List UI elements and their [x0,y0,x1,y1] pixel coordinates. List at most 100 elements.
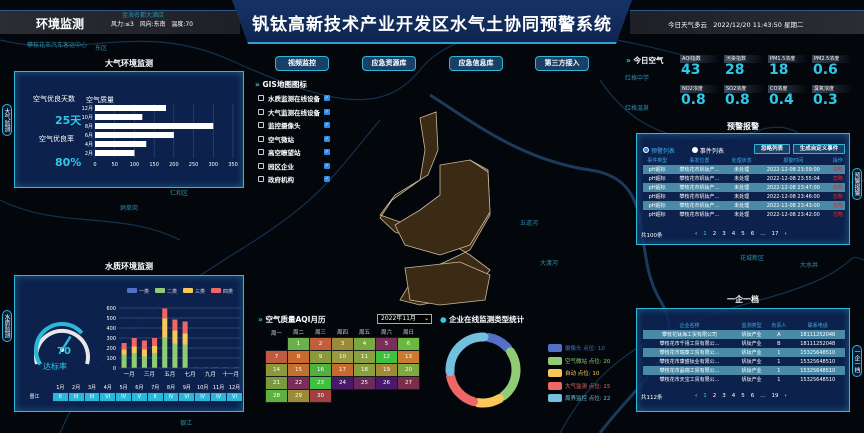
gis-layer-item[interactable]: 大气监测在线设备 ✓ [258,107,338,117]
table-row[interactable]: 攀枝花市千禧工贸有限公... 钒钛产业 B 18111252048 [643,339,845,348]
donut-title: ● 企业在线监测类型统计 [440,314,524,325]
create-event-button[interactable]: 生成自定义事件 [793,144,845,154]
table-row[interactable]: pH超标 攀枝花市钒钛产... 未处理 2022-12-08 23:55:04 忽略 [643,174,845,183]
calendar-day[interactable]: 27 [397,375,420,390]
tab-enterprise[interactable]: 一企一档 [852,345,862,377]
calendar-day[interactable]: 20 [397,362,420,377]
calendar-day[interactable]: 28 [265,388,288,403]
calendar-day[interactable]: 5 [375,336,398,351]
calendar-day[interactable]: 12 [375,349,398,364]
calendar-day[interactable]: 22 [287,375,310,390]
month-select[interactable]: 2022年11月 ⌄ [377,314,432,324]
page-button[interactable]: 1 [703,393,707,399]
page-button[interactable]: 5 [741,393,745,399]
checkbox-checked-icon[interactable]: ✓ [324,162,330,169]
calendar-day[interactable]: 15 [287,362,310,377]
page-button[interactable]: 3 [722,231,726,237]
gis-layer-item[interactable]: 监控摄像头 ✓ [258,120,338,130]
calendar-day[interactable]: 30 [309,388,332,403]
checkbox-checked-icon[interactable]: ✓ [324,176,330,182]
calendar-day[interactable]: 21 [265,375,288,390]
metric-value: 0.8 [725,92,750,108]
table-row[interactable]: pH超标 攀枝花市钒钛产... 未处理 2022-12-08 23:46:00 忽略 [643,192,845,201]
ignore-list-button[interactable]: 忽略列表 [754,144,790,154]
page-button[interactable]: ... [760,231,766,237]
ignore-action-link[interactable]: 忽略 [830,183,845,192]
page-button[interactable]: 6 [750,231,755,237]
calendar-day[interactable]: 17 [331,362,354,377]
table-row[interactable]: pH超标 攀枝花市钒钛产... 未处理 2022-12-08 23:47:00 忽略 [643,183,845,192]
calendar-day[interactable]: 13 [397,349,420,364]
table-row[interactable]: 攀枝花钛海工贸有限公司 钒钛产业 A 18111252048 [643,330,845,339]
table-row[interactable]: 攀枝花市康盛钛业有限公... 钒钛产业 1 15325648510 [643,357,845,366]
page-button[interactable]: 2 [712,393,717,399]
calendar-day[interactable]: 4 [353,336,376,351]
calendar-day[interactable]: 3 [331,336,354,351]
calendar-day[interactable]: 23 [309,375,332,390]
nav-emergency-info[interactable]: 应急信息库 [449,56,503,71]
ignore-action-link[interactable]: 忽略 [832,212,843,218]
calendar-day[interactable]: 18 [353,362,376,377]
prev-page-button[interactable]: ‹ [695,231,698,237]
page-button[interactable]: ... [760,393,766,399]
table-row[interactable]: pH超标 攀枝花市钒钛产... 未处理 2022-12-08 23:59:00 忽略 [643,165,845,174]
page-button[interactable]: 4 [731,231,736,237]
calendar-day[interactable]: 8 [287,349,310,364]
checkbox-checked-icon[interactable]: ✓ [324,135,330,142]
ignore-action-link[interactable]: 忽略 [832,176,843,182]
calendar-day[interactable]: 25 [353,375,376,390]
page-button[interactable]: 19 [771,393,779,399]
table-row[interactable]: 攀枝花市天宝工贸有限公... 钒钛产业 1 15325648510 [643,375,845,384]
legend-item: 大气监测 点位: 15 [548,380,610,393]
ignore-action-link[interactable]: 忽略 [832,194,843,200]
table-row[interactable]: pH超标 攀枝花市钒钛产... 未处理 2022-12-08 23:42:00 忽略 [643,210,845,219]
calendar-day[interactable]: 10 [331,349,354,364]
page-button[interactable]: 3 [722,393,726,399]
gis-layer-item[interactable]: 政府机构 ✓ [258,174,338,184]
calendar-day[interactable]: 9 [309,349,332,364]
calendar-day[interactable]: 6 [397,336,420,351]
page-button[interactable]: 6 [750,393,755,399]
tab-water[interactable]: 水质监测 [2,310,12,342]
calendar-day[interactable]: 29 [287,388,310,403]
calendar-day[interactable]: 11 [353,349,376,364]
page-button[interactable]: 4 [731,393,736,399]
gis-layer-item[interactable]: 空气微站 ✓ [258,134,338,144]
donut-legend: 摄像头 点位: 10 空气微站 点位: 20 自动 点位: 10 大气监测 点位: 1… [548,342,610,405]
tab-alarm[interactable]: 预警报警 [852,168,862,200]
page-button[interactable]: 5 [741,231,745,237]
calendar-day[interactable]: 19 [375,362,398,377]
table-row[interactable]: pH超标 攀枝花市钒钛产... 未处理 2022-12-08 23:43:00 忽略 [643,201,845,210]
calendar-day[interactable]: 1 [287,336,310,351]
page-button[interactable]: 17 [771,231,779,237]
tab-air[interactable]: 大气监测 [2,104,12,136]
ignore-action-link[interactable]: 忽略 [830,201,845,210]
checkbox-checked-icon[interactable]: ✓ [324,149,330,155]
radio-event-list[interactable]: 事件列表 [692,146,724,155]
page-button[interactable]: 1 [703,231,707,237]
nav-video-monitor[interactable]: 视频监控 [275,56,329,71]
gis-layer-item[interactable]: 水质监测在线设备 ✓ [258,93,338,103]
radio-alarm-list[interactable]: 预警列表 [643,146,675,155]
page-button[interactable]: 2 [712,231,717,237]
calendar-day[interactable]: 7 [265,349,288,364]
next-page-button[interactable]: › [784,231,787,237]
calendar-day[interactable]: 2 [309,336,332,351]
calendar-day[interactable]: 14 [265,362,288,377]
table-row[interactable]: 攀枝花市晶瑞工贸有限公... 钒钛产业 1 15325648510 [643,366,845,375]
nav-third-party[interactable]: 第三方接入 [535,56,589,71]
ignore-action-link[interactable]: 忽略 [830,165,845,174]
calendar-day[interactable]: 26 [375,375,398,390]
gis-layer-item[interactable]: 园区企业 ✓ [258,161,338,171]
checkbox-checked-icon[interactable]: ✓ [324,95,330,101]
legend-swatch [183,288,193,293]
prev-page-button[interactable]: ‹ [695,393,698,399]
table-row[interactable]: 攀枝花市瑞泰工贸有限公... 钒钛产业 1 15325648510 [643,348,845,357]
nav-emergency-resources[interactable]: 应急资源库 [362,56,416,71]
checkbox-checked-icon[interactable]: ✓ [324,108,330,115]
next-page-button[interactable]: › [784,393,787,399]
calendar-day[interactable]: 16 [309,362,332,377]
calendar-day[interactable]: 24 [331,375,354,390]
checkbox-checked-icon[interactable]: ✓ [324,122,330,128]
gis-layer-item[interactable]: 高空瞭望站 ✓ [258,147,338,157]
